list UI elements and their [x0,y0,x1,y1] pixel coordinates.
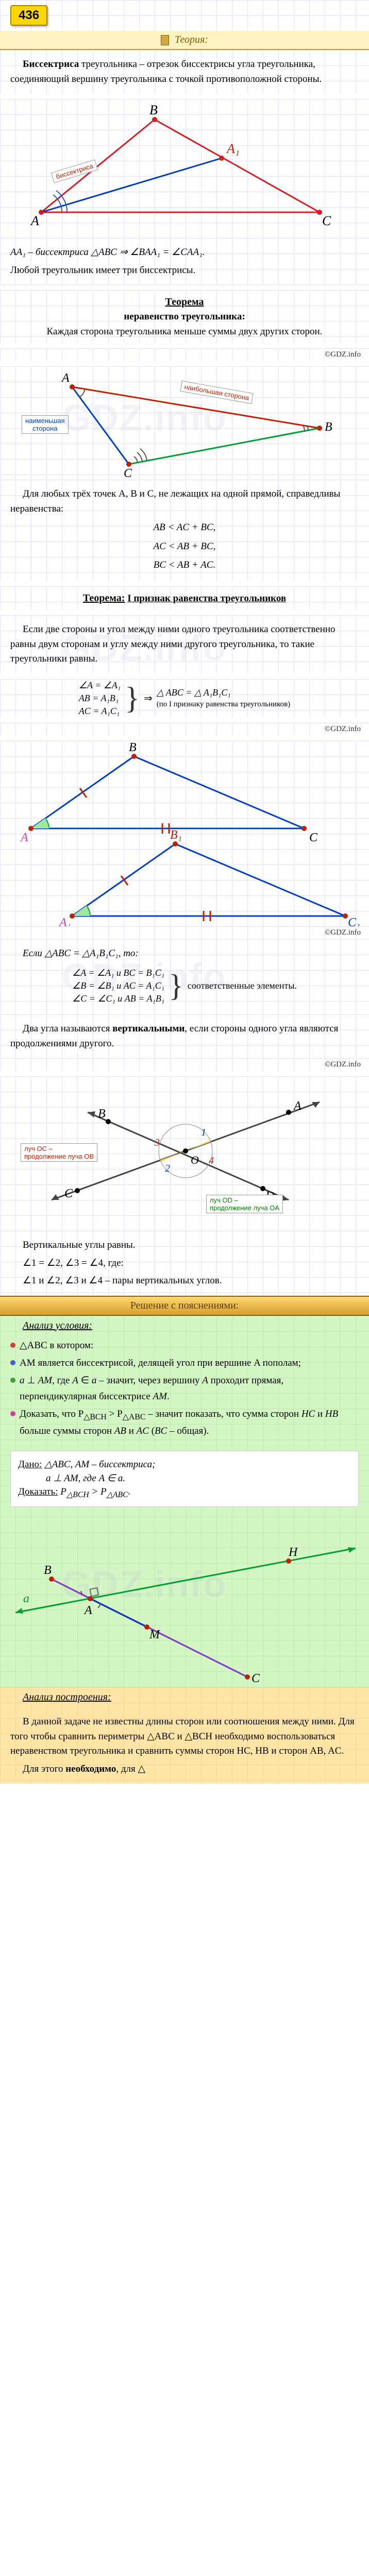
analysis-build-title: Анализ построения: [0,1687,369,1707]
copyright-1: ©GDZ.info [0,348,369,361]
congruence1-block: ∠A = ∠A₁ AB = A₁B₁ AC = A₁C₁ } ⇒ △ ABC =… [0,679,369,718]
given-text-1: △ABC, AM – биссектриса; [44,1459,155,1470]
cong1-l1: ∠A = ∠A₁ [79,679,121,692]
vertical-conclusion-3: ∠1 и ∠2, ∠3 и ∠4 – пары вертикальных угл… [10,1274,359,1289]
figure-congruent: A B C A₁ B₁ C₁ [0,741,369,926]
svg-text:1: 1 [201,1127,206,1138]
figure-inequality: A B C [0,366,369,480]
svg-text:B: B [129,741,137,754]
svg-text:C: C [64,1187,73,1200]
label-ray-oc: луч OC –продолжение луча OB [21,1143,97,1162]
vertical-conclusion-2: ∠1 = ∠2, ∠3 = ∠4, где: [10,1256,359,1271]
list-item-text: AM является биссектрисой, делящей угол п… [20,1355,301,1371]
theory-header: Теория: [0,31,369,50]
analysis-cond-list: △ABC в котором: AM является биссектрисой,… [0,1338,369,1446]
label-ray-od: луч OD –продолжение луча OA [206,1195,283,1213]
theorem2-title: Теорема: [83,592,125,604]
brace-icon: } [125,683,140,714]
inequality-intro: Для любых трёх точек A, B и C, не лежащи… [10,487,359,516]
copyright-4: ©GDZ.info [0,1058,369,1071]
svg-text:A₁: A₁ [226,141,240,156]
copyright-3: ©GDZ.info [0,926,369,939]
cong2-l2: ∠B = ∠B₁ и AC = A₁C₁ [72,979,164,992]
analysis-build-p1: В данной задаче не известны длины сторон… [10,1715,359,1759]
cong1-l3: AC = A₁C₁ [79,705,121,718]
bullet-icon [10,1378,15,1383]
list-item-text: Доказать, что P△BCH > P△ABC – значит пок… [20,1406,359,1439]
svg-text:C₁: C₁ [348,916,360,926]
cong1-right: △ ABC = △ A₁B₁C₁ [157,686,290,699]
theorem2-text: Если две стороны и угол между ними одног… [10,622,359,667]
solution-header: Решение с пояснениями: [0,1296,369,1316]
cong2-right: соответственные элементы. [188,979,297,992]
svg-text:A: A [20,831,28,844]
svg-text:C: C [322,213,331,228]
cong1-sub: (по I признаку равенства треугольников) [157,699,290,710]
theorem1-title: Теорема [10,294,359,310]
svg-text:O: O [191,1154,199,1166]
analysis-build-p2: Для этого необходимо, для △ [10,1762,359,1777]
theorem1-subtitle: неравенство треугольника: [10,310,359,325]
svg-text:B: B [98,1107,106,1121]
svg-text:A: A [293,1099,301,1113]
vertical-conclusion-1: Вертикальные углы равны. [10,1238,359,1253]
cong2-intro: Если △ABC = △A₁B₁C₁, то: [10,946,359,961]
intro-term: Биссектриса [23,59,79,70]
bullet-icon [10,1360,15,1365]
cong2-l1: ∠A = ∠A₁ и BC = B₁C₁ [72,967,164,979]
list-item: AM является биссектрисой, делящей угол п… [10,1355,359,1371]
given-label: Дано: [18,1459,42,1470]
cong2-l3: ∠C = ∠C₁ и AB = A₁B₁ [72,992,164,1005]
svg-text:A: A [61,371,70,385]
figure-problem: A B C H M a [0,1512,369,1687]
svg-text:C: C [251,1672,260,1685]
figure-bisector: A B C A₁ [0,99,369,238]
svg-text:M: M [149,1628,161,1641]
page-number: 436 [10,5,47,26]
list-item-text: △ABC в котором: [20,1338,93,1353]
svg-text:B: B [149,103,158,117]
inequality-2: AC < AB + BC, [10,539,359,554]
fig1-caption-2: Любой треугольник имеет три биссектрисы. [10,263,359,278]
svg-text:C: C [309,831,318,844]
theorem2-subtitle: I признак равенства треугольников [127,593,286,604]
list-item-text: a ⊥ AM, где A ∈ a – значит, через вершин… [20,1373,359,1404]
congruence2-block: ∠A = ∠A₁ и BC = B₁C₁ ∠B = ∠B₁ и AC = A₁C… [10,967,359,1006]
inequality-3: BC < AB + AC. [10,558,359,573]
svg-text:3: 3 [154,1137,160,1148]
given-block: Дано: △ABC, AM – биссектриса; a ⊥ AM, гд… [10,1451,359,1507]
svg-text:H: H [288,1546,298,1559]
book-icon [161,35,169,45]
prove-text: P△BCH > P△ABC. [60,1486,130,1497]
svg-text:C: C [124,467,132,480]
list-item: △ABC в котором: [10,1338,359,1353]
analysis-cond-title: Анализ условия: [0,1316,369,1336]
svg-text:B: B [325,420,332,434]
prove-label: Доказать: [18,1486,58,1497]
given-text-2: a ⊥ AM, где A ∈ a. [18,1472,351,1484]
svg-text:A₁: A₁ [58,916,71,926]
fig1-caption-1: AA₁ – биссектриса △ABC ⇒ ∠BAA₁ = ∠CAA₁. [10,245,359,260]
intro-paragraph: Биссектриса треугольника – отрезок биссе… [10,57,359,87]
svg-text:B₁: B₁ [170,828,182,842]
svg-text:A: A [30,213,39,228]
bullet-icon [10,1411,15,1416]
list-item: Доказать, что P△BCH > P△ABC – значит пок… [10,1406,359,1439]
bullet-icon [10,1343,15,1348]
svg-text:2: 2 [165,1163,170,1174]
brace-icon: } [169,970,183,1001]
inequality-1: AB < AC + BC, [10,520,359,535]
svg-text:A: A [83,1604,92,1617]
list-item: a ⊥ AM, где A ∈ a – значит, через вершин… [10,1373,359,1404]
theory-title: Теория: [175,34,208,45]
vertical-def: Два угла называются вертикальными, если … [10,1022,359,1051]
svg-text:4: 4 [209,1155,214,1166]
svg-text:a: a [23,1592,29,1605]
svg-text:B: B [44,1564,52,1577]
cong1-l2: AB = A₁B₁ [79,692,121,705]
copyright-2: ©GDZ.info [0,723,369,736]
theorem1-text: Каждая сторона треугольника меньше суммы… [10,325,359,340]
